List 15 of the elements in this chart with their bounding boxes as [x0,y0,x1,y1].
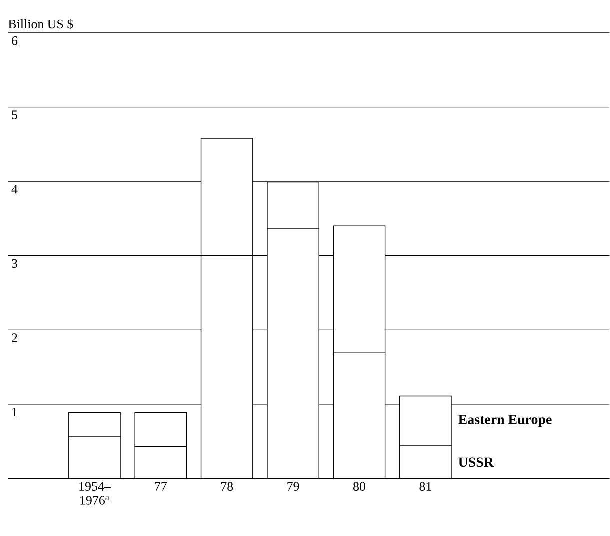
series-label: Eastern Europe [458,415,552,428]
y-axis-title: Billion US $ [8,19,74,30]
y-tick-label: 5 [12,110,18,120]
x-tick-label: 77 [155,482,168,491]
x-tick-label: 1954– 1976$^{a}$ [80,482,111,506]
y-tick-label: 6 [12,36,18,46]
x-tick-label: 79 [288,482,300,492]
y-tick-label: 2 [12,334,18,342]
x-tick-label: 78 [221,482,234,492]
y-tick-label: 1 [12,408,18,417]
x-tick-label: 80 [354,482,366,492]
x-tick-label: 81 [420,482,432,492]
y-tick-label: 4 [12,185,18,194]
series-label: USSR [458,458,494,468]
y-tick-label: 3 [12,260,18,268]
